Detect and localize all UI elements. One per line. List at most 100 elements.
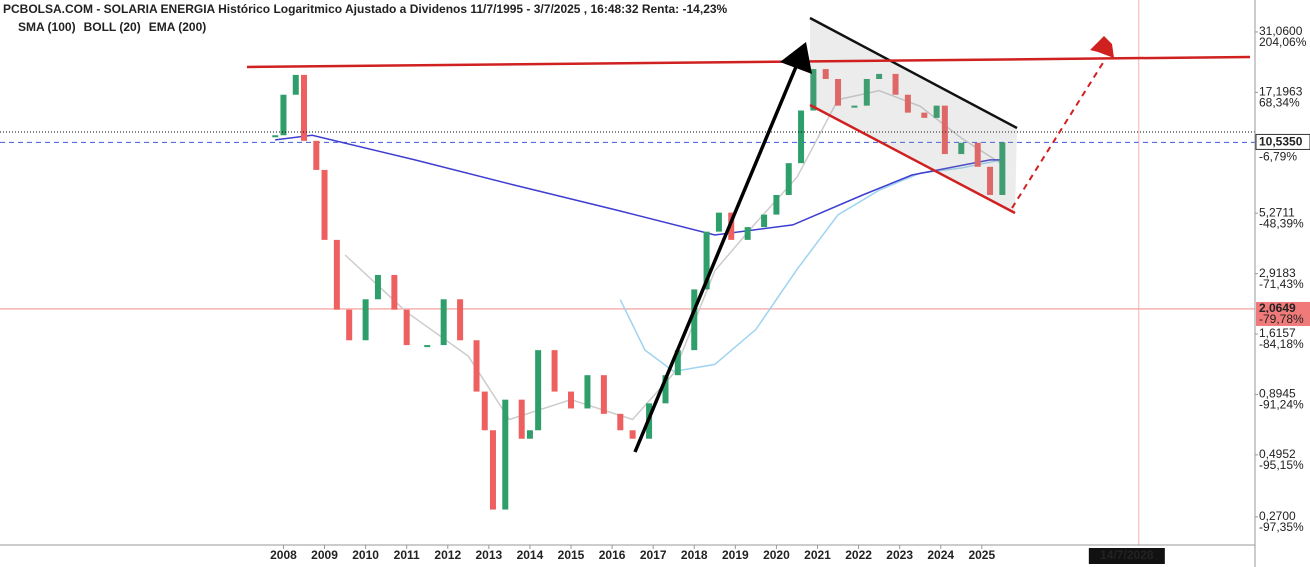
- candle: [810, 69, 817, 111]
- y-tick-change: -84,18%: [1259, 337, 1304, 351]
- y-tick-label: 5,2711: [1259, 205, 1295, 219]
- x-tick-label: 2017: [640, 548, 667, 562]
- candle: [280, 94, 287, 136]
- candle: [526, 430, 533, 439]
- candle: [535, 350, 542, 431]
- channel-fill: [810, 18, 1017, 213]
- level-change-box: [1256, 312, 1310, 326]
- y-tick-label: 17,1963: [1259, 85, 1303, 99]
- candle: [321, 169, 328, 240]
- candle: [346, 309, 353, 341]
- last-price-change: -6,79%: [1259, 150, 1297, 164]
- y-tick-label: 1,6157: [1259, 326, 1296, 340]
- y-tick-change: -97,35%: [1259, 520, 1304, 534]
- level-box: [1256, 301, 1310, 316]
- y-tick-label: 0,4952: [1259, 447, 1296, 461]
- candle: [629, 430, 636, 439]
- x-tick-label: 2014: [517, 548, 544, 562]
- channel-bottom: [809, 103, 1016, 215]
- x-tick-label: 2021: [804, 548, 831, 562]
- trend-arrow-head: [780, 42, 812, 74]
- candle: [300, 74, 307, 141]
- level-change: -79,78%: [1259, 312, 1304, 326]
- x-tick-label: 2012: [434, 548, 461, 562]
- indicator-line: [275, 134, 1003, 236]
- candle: [424, 345, 431, 348]
- date-marker-box: [1088, 548, 1165, 564]
- x-tick-label: 2023: [886, 548, 913, 562]
- candle: [440, 299, 447, 346]
- x-tick-label: 2008: [270, 548, 297, 562]
- candle: [892, 73, 899, 95]
- candle: [617, 413, 624, 431]
- candle: [391, 274, 398, 310]
- candle: [987, 166, 994, 195]
- y-tick-label: 31,0600: [1259, 24, 1303, 38]
- candle: [773, 194, 780, 215]
- channel-top: [809, 16, 1018, 130]
- date-marker-label: 14/7/2028: [1100, 548, 1154, 562]
- plot-area: [0, 0, 1255, 545]
- resistance-line: [246, 55, 1251, 69]
- x-tick-label: 2009: [311, 548, 338, 562]
- candle: [974, 142, 981, 167]
- candle: [876, 73, 883, 79]
- candle: [822, 69, 829, 79]
- candle: [851, 105, 858, 108]
- candle: [835, 78, 842, 106]
- candle: [568, 391, 575, 409]
- candle: [703, 231, 710, 290]
- candle: [473, 340, 480, 392]
- x-tick-label: 2018: [681, 548, 708, 562]
- candle: [933, 105, 940, 118]
- candle: [584, 375, 591, 409]
- candle: [785, 163, 792, 195]
- last-price-label: 10,5350: [1259, 135, 1303, 149]
- y-tick-label: 2,9183: [1259, 266, 1296, 280]
- candle: [362, 299, 369, 341]
- y-tick-change: 68,34%: [1259, 96, 1300, 110]
- candle: [333, 239, 340, 310]
- projection-arrow-head: [1090, 36, 1114, 58]
- x-tick-label: 2020: [763, 548, 790, 562]
- chart-title: PCBOLSA.COM - SOLARIA ENERGIA Histórico …: [3, 2, 728, 16]
- x-tick-label: 2016: [599, 548, 626, 562]
- y-tick-label: 0,2700: [1259, 509, 1296, 523]
- candle: [313, 140, 320, 170]
- candle: [457, 299, 464, 341]
- x-tick-label: 2013: [476, 548, 503, 562]
- candle: [958, 142, 965, 155]
- x-tick-label: 2015: [558, 548, 585, 562]
- candle: [941, 105, 948, 155]
- candle: [272, 135, 279, 138]
- candle: [921, 112, 928, 118]
- candle: [403, 309, 410, 346]
- x-tick-label: 2022: [845, 548, 872, 562]
- candle: [292, 74, 299, 95]
- x-tick-label: 2025: [968, 548, 995, 562]
- candle: [761, 214, 768, 228]
- candle: [798, 110, 805, 164]
- x-tick-label: 2024: [927, 548, 954, 562]
- candle: [489, 430, 496, 510]
- candle: [518, 399, 525, 439]
- legend-entry: BOLL (20): [84, 20, 141, 34]
- y-tick-change: 204,06%: [1259, 35, 1307, 49]
- candle: [744, 227, 751, 240]
- y-tick-change: -48,39%: [1259, 216, 1304, 230]
- projection-arrow: [1011, 57, 1107, 209]
- legend-entry: SMA (100): [18, 20, 76, 34]
- candle: [691, 289, 698, 351]
- candle: [863, 78, 870, 106]
- legend-entry: EMA (200): [149, 20, 207, 34]
- candle: [502, 399, 509, 510]
- last-price-box: [1255, 133, 1310, 150]
- trend-arrow: [633, 61, 800, 453]
- x-tick-label: 2019: [722, 548, 749, 562]
- candle: [999, 142, 1006, 195]
- candle: [481, 391, 488, 431]
- candle: [551, 350, 558, 392]
- candle: [904, 94, 911, 113]
